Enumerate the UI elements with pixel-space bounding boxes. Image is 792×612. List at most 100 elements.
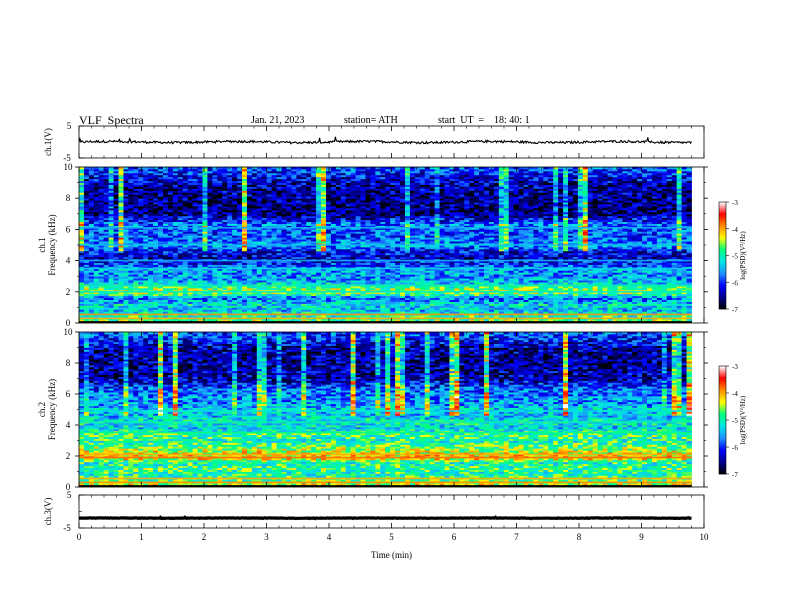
- heatmap-cell: [232, 225, 238, 228]
- heatmap-cell: [138, 198, 144, 201]
- heatmap-cell: [222, 172, 228, 176]
- heatmap-cell: [118, 209, 124, 213]
- heatmap-cell: [227, 178, 233, 182]
- heatmap-cell: [246, 204, 253, 207]
- heatmap-cell: [93, 219, 100, 222]
- heatmap-cell: [212, 250, 218, 254]
- heatmap-cell: [158, 246, 164, 250]
- heatmap-cell: [93, 287, 100, 291]
- heatmap-cell: [212, 237, 218, 240]
- heatmap-cell: [222, 268, 228, 271]
- heatmap-cell: [187, 192, 194, 195]
- heatmap-cell: [187, 176, 194, 180]
- heatmap-cell: [261, 305, 268, 308]
- heatmap-cell: [153, 188, 159, 191]
- heatmap-cell: [162, 194, 169, 197]
- heatmap-cell: [261, 270, 268, 273]
- heatmap-cell: [261, 217, 268, 221]
- heatmap-cell: [162, 213, 169, 217]
- heatmap-cell: [162, 268, 169, 271]
- heatmap-cell: [167, 182, 174, 185]
- heatmap-cell: [172, 219, 179, 222]
- heatmap-cell: [266, 256, 273, 260]
- heatmap-cell: [143, 182, 149, 185]
- heatmap-cell: [256, 211, 263, 215]
- heatmap-cell: [93, 311, 100, 314]
- heatmap-cell: [128, 182, 134, 185]
- heatmap-cell: [246, 268, 253, 271]
- heatmap-cell: [271, 207, 277, 211]
- heatmap-cell: [222, 221, 228, 224]
- heatmap-cell: [251, 211, 258, 215]
- heatmap-cell: [83, 250, 90, 254]
- heatmap-cell: [271, 307, 277, 310]
- heatmap-cell: [148, 219, 154, 222]
- heatmap-cell: [158, 256, 164, 260]
- heatmap-cell: [212, 184, 218, 187]
- heatmap-cell: [108, 287, 114, 291]
- heatmap-cell: [237, 256, 243, 260]
- heatmap-cell: [232, 311, 238, 314]
- heatmap-cell: [232, 170, 238, 174]
- heatmap-cell: [128, 233, 134, 236]
- heatmap-cell: [212, 211, 218, 215]
- heatmap-cell: [128, 239, 134, 242]
- heatmap-cell: [271, 280, 277, 283]
- heatmap-cell: [207, 241, 213, 244]
- heatmap-cell: [182, 174, 189, 178]
- heatmap-cell: [88, 262, 95, 265]
- heatmap-cell: [158, 186, 164, 189]
- heatmap-cell: [202, 278, 208, 281]
- heatmap-cell: [256, 217, 263, 221]
- heatmap-cell: [177, 190, 184, 193]
- heatmap-cell: [133, 274, 139, 277]
- heatmap-cell: [266, 297, 273, 300]
- heatmap-cell: [93, 245, 100, 248]
- heatmap-cell: [167, 168, 174, 172]
- heatmap-cell: [227, 280, 233, 283]
- heatmap-cell: [167, 215, 174, 219]
- heatmap-cell: [237, 231, 243, 234]
- heatmap-cell: [182, 272, 189, 275]
- heatmap-cell: [192, 190, 198, 193]
- heatmap-cell: [88, 291, 95, 295]
- heatmap-cell: [242, 213, 248, 217]
- heatmap-cell: [128, 237, 134, 240]
- heatmap-cell: [133, 262, 139, 265]
- heatmap-cell: [202, 270, 208, 273]
- heatmap-cell: [172, 291, 179, 295]
- heatmap-cell: [192, 256, 198, 260]
- heatmap-cell: [103, 170, 110, 174]
- heatmap-cell: [182, 237, 189, 240]
- heatmap-cell: [256, 270, 263, 273]
- heatmap-cell: [162, 245, 169, 248]
- heatmap-cell: [271, 237, 277, 240]
- heatmap-cell: [83, 206, 90, 209]
- heatmap-cell: [123, 256, 129, 260]
- heatmap-cell: [79, 194, 85, 197]
- heatmap-cell: [103, 315, 110, 318]
- heatmap-cell: [83, 319, 90, 322]
- heatmap-cell: [79, 209, 85, 213]
- heatmap-cell: [187, 268, 194, 271]
- heatmap-cell: [187, 239, 194, 242]
- heatmap-cell: [261, 315, 268, 318]
- heatmap-cell: [271, 168, 277, 172]
- heatmap-cell: [83, 188, 90, 191]
- heatmap-cell: [167, 172, 174, 176]
- heatmap-cell: [172, 172, 179, 176]
- heatmap-cell: [98, 315, 105, 318]
- heatmap-cell: [266, 237, 273, 240]
- heatmap-cell: [172, 280, 179, 283]
- heatmap-cell: [177, 204, 184, 207]
- heatmap-cell: [177, 176, 184, 180]
- heatmap-cell: [207, 217, 213, 221]
- heatmap-cell: [158, 176, 164, 180]
- heatmap-cell: [187, 297, 194, 300]
- heatmap-cell: [103, 223, 110, 226]
- heatmap-cell: [212, 254, 218, 258]
- heatmap-cell: [232, 194, 238, 197]
- heatmap-cell: [88, 168, 95, 172]
- heatmap-cell: [261, 172, 268, 176]
- heatmap-cell: [227, 225, 233, 228]
